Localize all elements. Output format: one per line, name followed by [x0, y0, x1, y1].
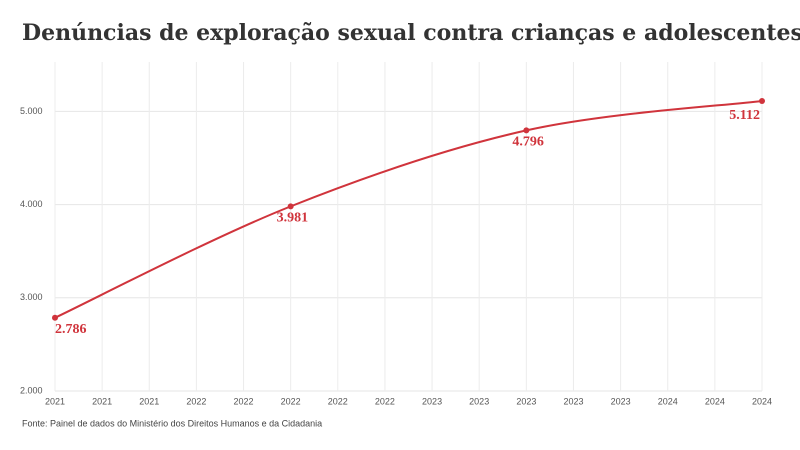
x-tick-label: 2022	[234, 396, 254, 406]
data-label: 2.786	[55, 322, 87, 337]
x-tick-label: 2022	[186, 396, 206, 406]
x-tick-label: 2023	[563, 396, 583, 406]
x-tick-label: 2022	[375, 396, 395, 406]
data-label: 5.112	[729, 108, 760, 123]
y-tick-label: 3.000	[20, 292, 43, 302]
data-label: 3.981	[277, 211, 309, 226]
point	[287, 203, 294, 210]
x-tick-label: 2021	[92, 396, 112, 406]
line	[54, 99, 763, 319]
y-tick-label: 5.000	[20, 106, 43, 116]
y-tick-label: 4.000	[20, 199, 43, 209]
x-tick-label: 2024	[752, 396, 772, 406]
y-tick-label: 2.000	[20, 385, 43, 395]
point	[523, 127, 530, 134]
x-tick-label: 2023	[611, 396, 631, 406]
x-tick-label: 2023	[469, 396, 489, 406]
x-tick-label: 2021	[139, 396, 159, 406]
x-tick-label: 2022	[328, 396, 348, 406]
chart-title: Denúncias de exploração sexual contra cr…	[22, 20, 800, 46]
x-tick-label: 2021	[45, 396, 65, 406]
x-tick-label: 2023	[422, 396, 442, 406]
data-label: 4.796	[512, 135, 544, 150]
x-tick-label: 2024	[658, 396, 678, 406]
x-tick-label: 2024	[705, 396, 725, 406]
point	[759, 97, 765, 104]
x-tick-label: 2023	[516, 396, 536, 406]
x-tick-label: 2022	[281, 396, 301, 406]
source: Fonte: Painel de dados do Ministério dos…	[22, 418, 322, 428]
point	[52, 314, 58, 321]
